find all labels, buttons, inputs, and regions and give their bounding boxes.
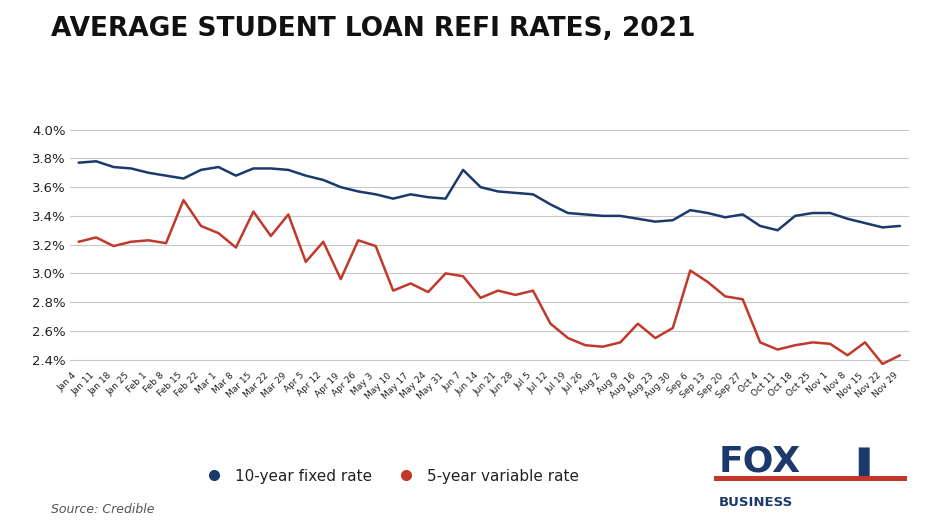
Text: ▌: ▌ [858, 447, 880, 476]
Text: Source: Credible: Source: Credible [51, 503, 155, 516]
Text: BUSINESS: BUSINESS [719, 496, 793, 509]
Legend: 10-year fixed rate, 5-year variable rate: 10-year fixed rate, 5-year variable rate [192, 463, 585, 490]
Text: AVERAGE STUDENT LOAN REFI RATES, 2021: AVERAGE STUDENT LOAN REFI RATES, 2021 [51, 16, 696, 42]
Bar [715, 476, 907, 481]
Text: FOX: FOX [719, 444, 801, 478]
